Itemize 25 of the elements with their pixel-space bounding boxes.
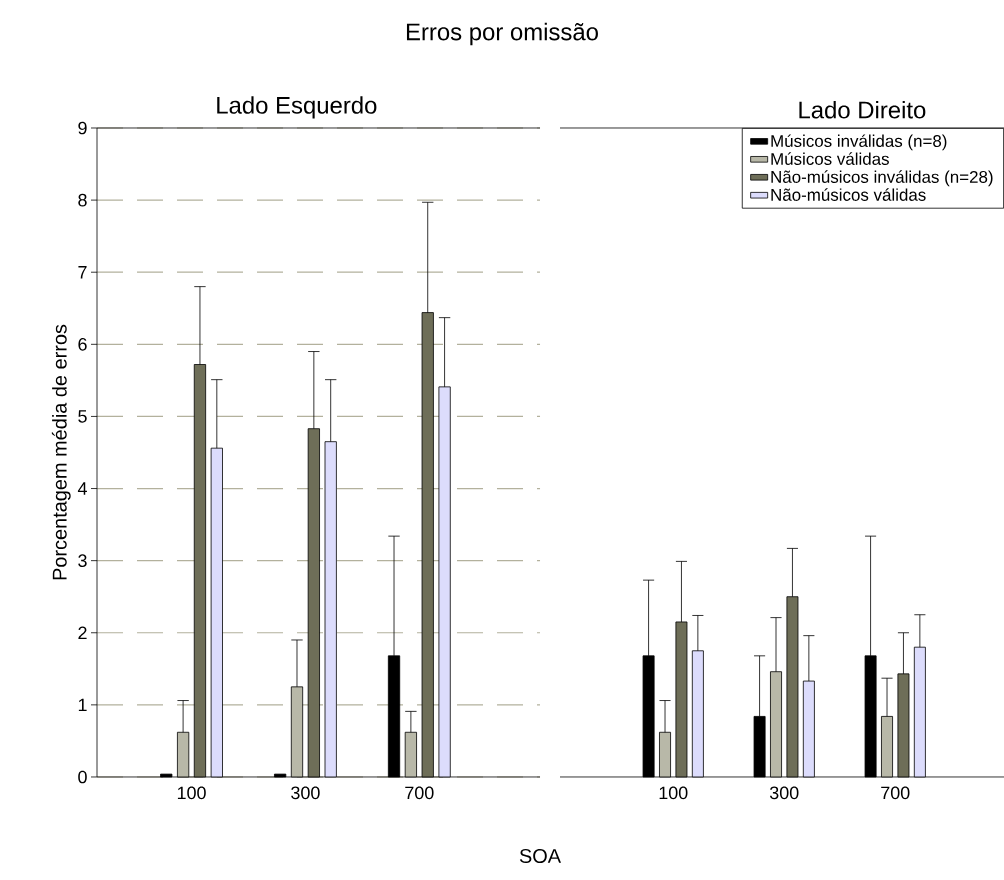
legend-label: Não-músicos inválidas (n=28)	[771, 170, 993, 187]
y-tick-label: 8	[78, 193, 87, 207]
y-tick-label: 7	[78, 266, 87, 279]
x-axis-title: SOA	[519, 848, 562, 864]
y-tick-label: 2	[78, 626, 87, 640]
x-tick-label: 700	[405, 786, 434, 800]
y-tick-label: 0	[78, 770, 87, 784]
chart-title: Erros por omissão	[406, 22, 598, 46]
x-tick-label: 100	[659, 786, 688, 800]
x-tick-label: 100	[177, 786, 206, 800]
legend-label: Não-músicos válidas	[771, 188, 926, 201]
y-tick-label: 4	[77, 482, 87, 495]
y-axis-title: Porcentagem média de erros	[51, 324, 71, 580]
x-tick-label: 700	[881, 786, 910, 800]
legend-label: Músicos inválidas (n=8)	[771, 134, 947, 151]
x-tick-label: 300	[291, 786, 320, 800]
y-tick-label: 3	[78, 554, 87, 567]
y-tick-label: 9	[78, 121, 87, 135]
legend-label: Músicos válidas	[771, 152, 889, 165]
y-tick-label: 1	[78, 698, 87, 712]
y-tick-label: 5	[78, 410, 87, 423]
y-tick-label: 6	[78, 337, 87, 351]
chart-subtitle: Lado Direito	[799, 100, 926, 119]
chart-subtitle: Lado Esquerdo	[217, 96, 377, 119]
x-tick-label: 300	[769, 786, 799, 800]
